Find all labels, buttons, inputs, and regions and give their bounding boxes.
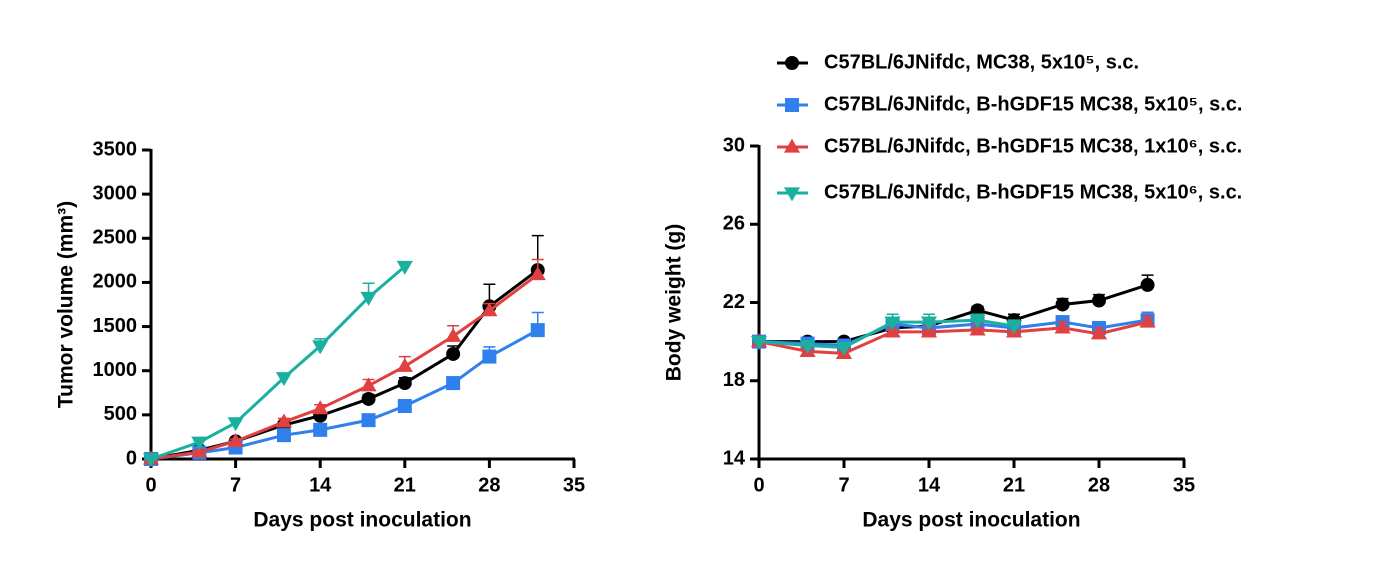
axes xyxy=(757,145,1185,461)
marker xyxy=(1090,325,1108,340)
y-tick-label: 1000 xyxy=(93,359,138,381)
marker xyxy=(446,376,461,391)
y-tick-label: 0 xyxy=(126,447,137,469)
marker xyxy=(1139,313,1156,328)
marker xyxy=(482,349,497,364)
y-tick-label: 30 xyxy=(723,134,745,156)
marker xyxy=(275,413,292,428)
legend-label: C57BL/6JNifdc, MC38, 5x10⁵, s.c. xyxy=(824,51,1139,73)
marker xyxy=(835,341,853,356)
marker xyxy=(920,316,938,331)
marker xyxy=(227,432,244,447)
marker xyxy=(529,266,546,281)
y-tick-label: 2500 xyxy=(93,227,138,249)
marker xyxy=(396,260,413,275)
y-tick-label: 500 xyxy=(104,403,137,425)
y-tick-label: 14 xyxy=(723,447,746,469)
x-tick-label: 21 xyxy=(1003,474,1025,496)
marker xyxy=(361,413,376,428)
y-axis-label: Tumor volume (mm³) xyxy=(55,201,78,408)
y-tick-label: 2000 xyxy=(93,271,138,293)
y-tick-label: 3500 xyxy=(93,138,138,160)
marker xyxy=(446,346,461,361)
marker xyxy=(397,399,412,414)
series-line xyxy=(150,328,539,461)
marker xyxy=(191,436,208,451)
marker xyxy=(1054,319,1071,334)
x-tick-label: 7 xyxy=(230,474,241,496)
x-tick-label: 35 xyxy=(563,474,585,496)
marker xyxy=(142,453,160,468)
marker xyxy=(396,357,413,372)
x-tick-label: 14 xyxy=(309,474,332,496)
marker xyxy=(275,372,292,387)
marker xyxy=(1005,320,1023,335)
x-tick-label: 14 xyxy=(918,474,941,496)
x-tick-label: 7 xyxy=(838,474,849,496)
marker xyxy=(1055,297,1070,312)
series-line xyxy=(150,273,539,461)
marker xyxy=(783,138,801,153)
y-tick-label: 18 xyxy=(723,369,745,391)
y-tick-label: 1500 xyxy=(93,315,138,337)
x-tick-label: 0 xyxy=(145,474,156,496)
marker xyxy=(785,98,799,112)
marker xyxy=(360,377,377,392)
marker xyxy=(361,391,376,406)
marker xyxy=(227,417,244,432)
x-axis-label: Days post inoculation xyxy=(253,509,471,532)
series-line xyxy=(759,283,1149,344)
marker xyxy=(1140,277,1155,292)
y-tick-label: 22 xyxy=(723,291,745,313)
x-tick-label: 21 xyxy=(394,474,416,496)
legend-label: C57BL/6JNifdc, B-hGDF15 MC38, 5x10⁵, s.c… xyxy=(824,93,1242,115)
x-tick-label: 28 xyxy=(1088,474,1110,496)
marker xyxy=(783,187,801,202)
marker xyxy=(785,56,799,70)
marker xyxy=(445,327,462,342)
legend-label: C57BL/6JNifdc, B-hGDF15 MC38, 5x10⁶, s.c… xyxy=(824,181,1242,203)
marker xyxy=(312,340,329,355)
marker xyxy=(397,376,412,391)
y-tick-label: 3000 xyxy=(93,182,138,204)
marker xyxy=(1092,293,1106,308)
marker xyxy=(884,316,901,331)
marker xyxy=(276,428,291,443)
x-tick-label: 0 xyxy=(753,474,764,496)
series-line xyxy=(758,318,1148,348)
legend-label: C57BL/6JNifdc, B-hGDF15 MC38, 1x10⁶, s.c… xyxy=(824,135,1242,157)
marker xyxy=(799,339,816,354)
x-axis-label: Days post inoculation xyxy=(862,509,1080,532)
y-tick-label: 26 xyxy=(723,213,745,235)
x-tick-label: 35 xyxy=(1173,474,1195,496)
marker xyxy=(969,314,986,329)
x-tick-label: 28 xyxy=(478,474,500,496)
y-axis-label: Body weight (g) xyxy=(663,224,686,381)
marker xyxy=(530,323,545,338)
marker xyxy=(313,422,328,437)
marker xyxy=(360,291,377,306)
marker xyxy=(312,400,329,415)
series-line xyxy=(758,320,1148,355)
marker xyxy=(750,336,768,351)
marker xyxy=(481,302,498,317)
